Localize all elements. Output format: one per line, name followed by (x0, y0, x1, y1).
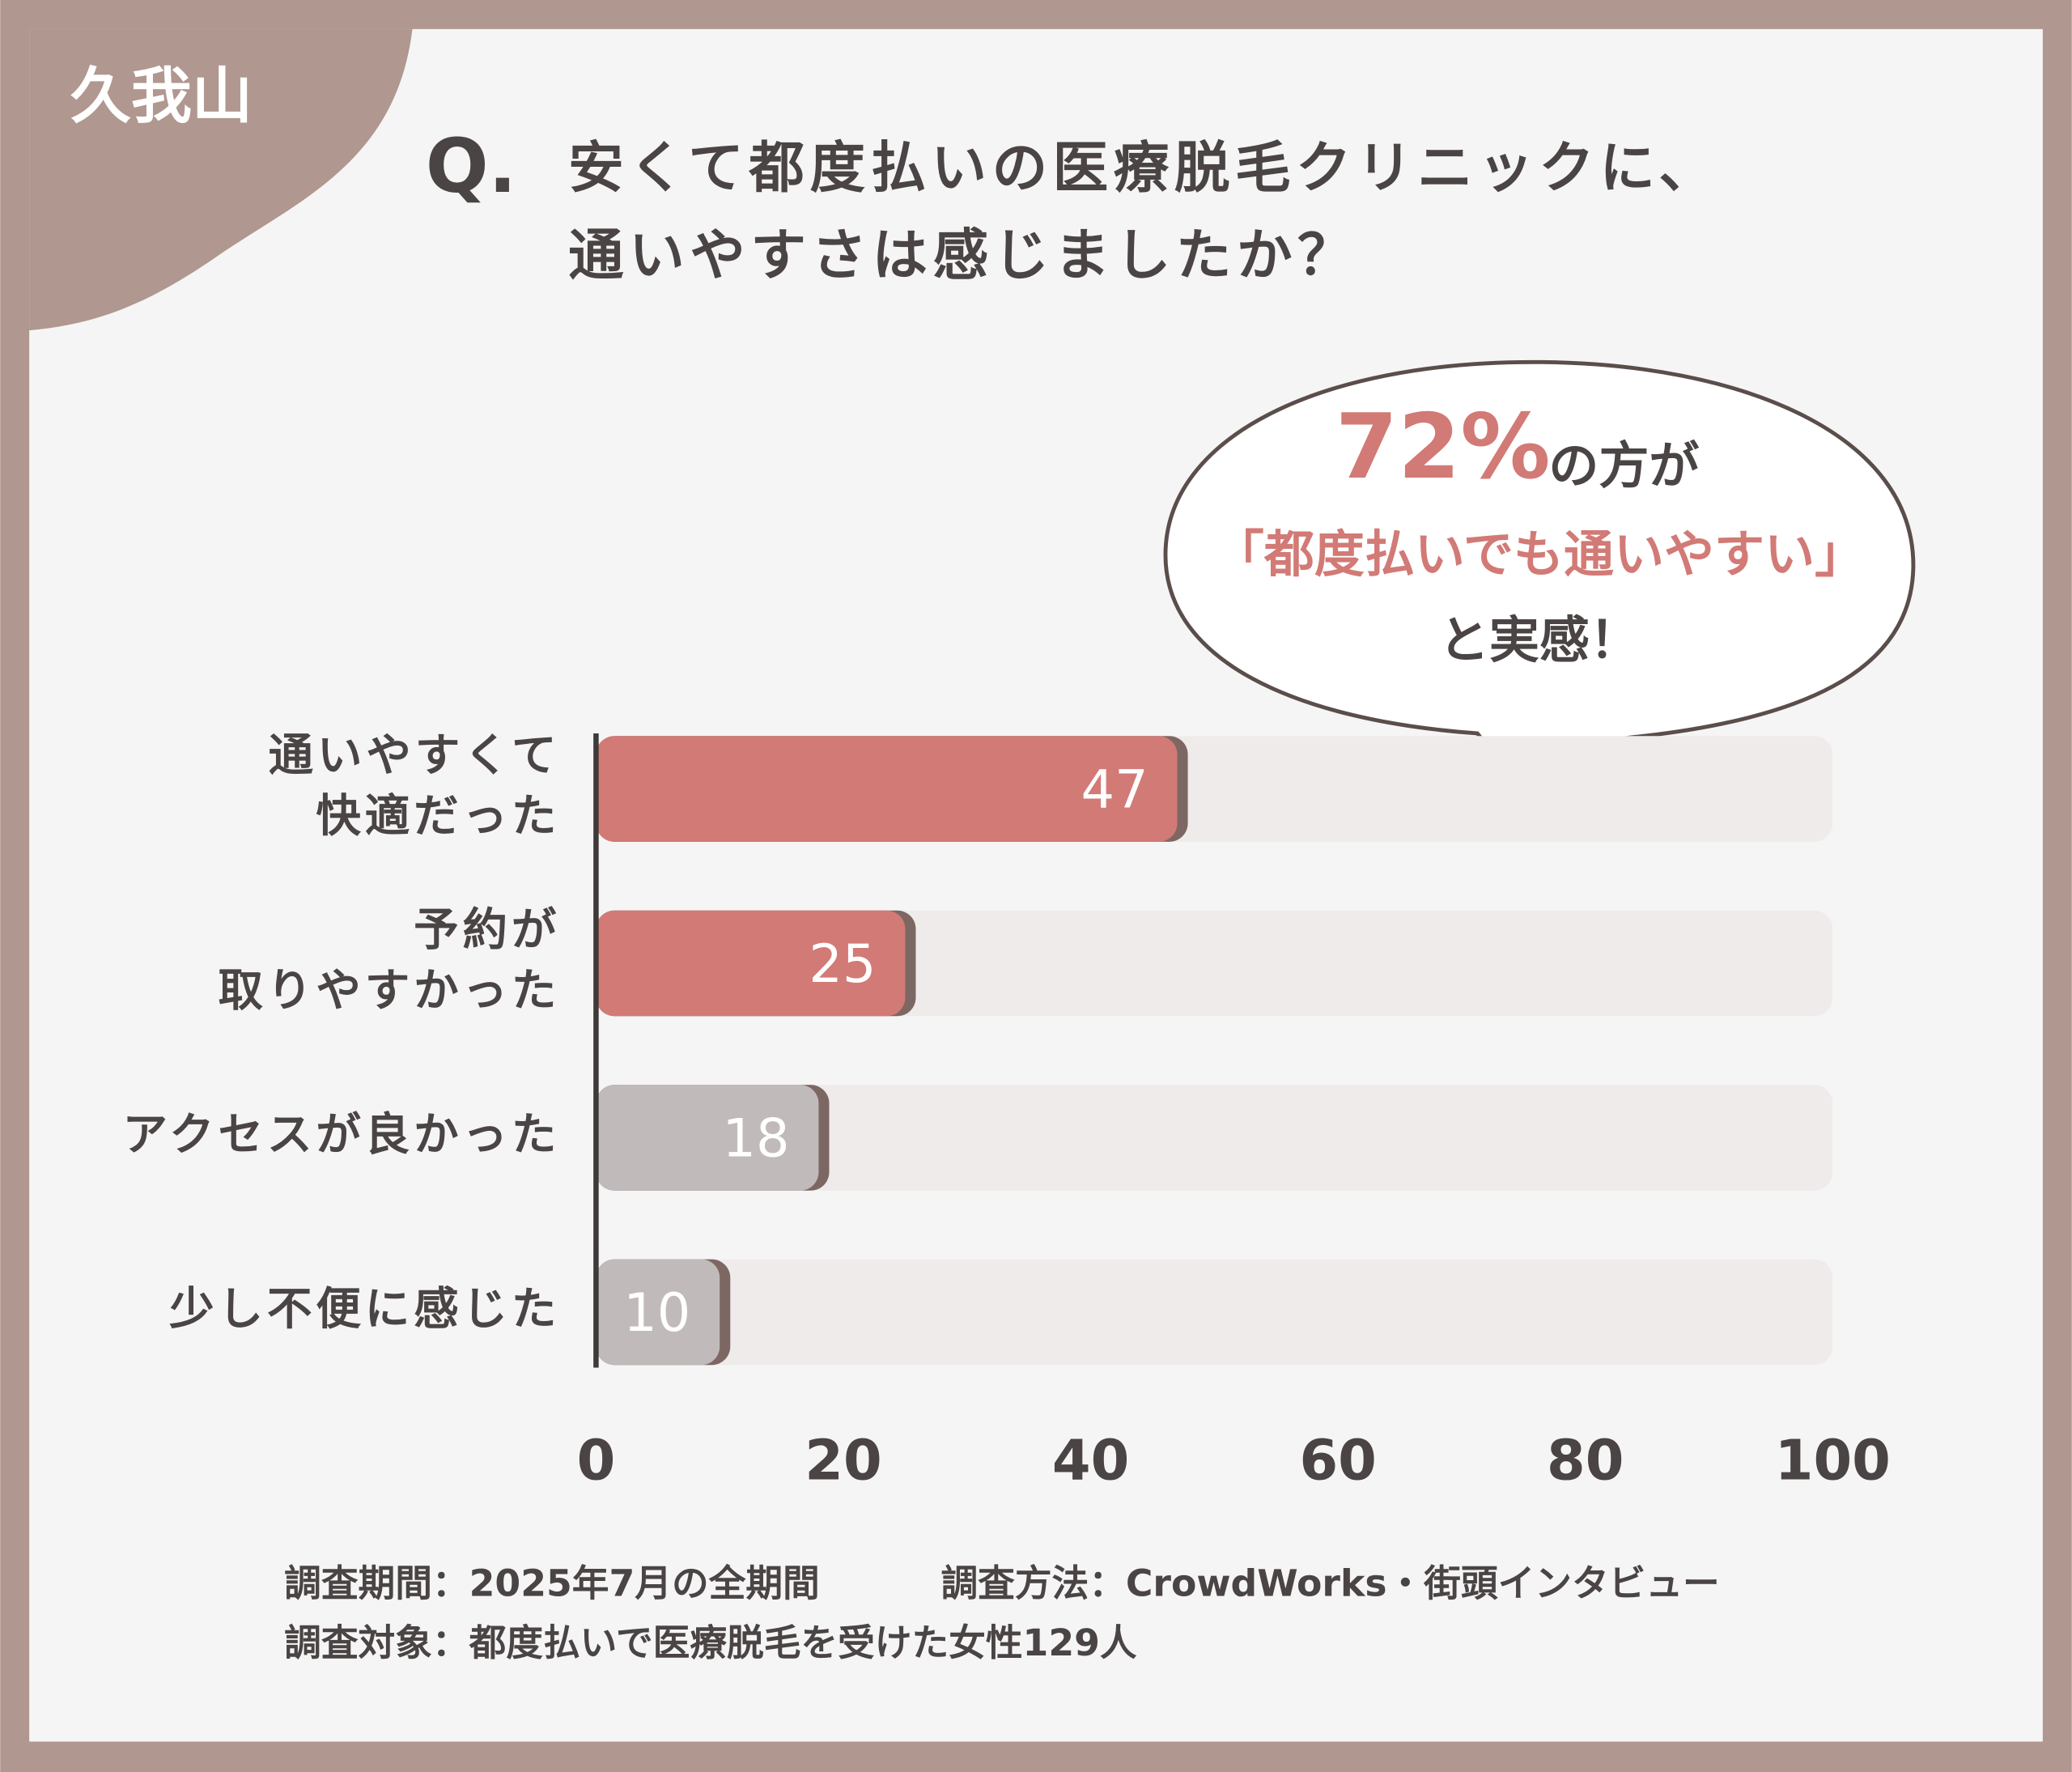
x-tick-label: 40 (1052, 1429, 1129, 1494)
brand-blob (29, 28, 413, 331)
x-tick-label: 80 (1547, 1429, 1624, 1494)
x-tick-label: 20 (805, 1429, 881, 1494)
annotation-quote: 「都度払いでも通いやすい」 (1214, 525, 1865, 584)
bar (596, 910, 906, 1017)
x-tick-label: 0 (577, 1429, 616, 1494)
value-label: 18 (722, 1107, 789, 1169)
y-tick-label: 取りやすかった (219, 965, 561, 1018)
y-tick-label: 予約が (414, 904, 560, 957)
brand: 久我山 (70, 61, 253, 132)
x-tick-label: 100 (1775, 1429, 1891, 1494)
title-prefix: Q. (426, 123, 516, 210)
bar-track (596, 1259, 1833, 1366)
y-tick-label: アクセスが良かった (123, 1109, 561, 1162)
bar (596, 1085, 819, 1191)
chart-title: 通いやすさは感じましたか？ (568, 223, 1358, 288)
bar (596, 736, 1178, 842)
y-tick-label: 快適だった (316, 790, 560, 843)
footnote: 調査期間：2025年7月の全期間 (284, 1562, 820, 1604)
y-tick-label: 通いやすくて (269, 729, 561, 782)
annotation-highlight: 72% (1335, 395, 1551, 499)
panel (29, 28, 2043, 1742)
footnote: 調査方法：CrowdWorks・街頭インタビュー (940, 1562, 1719, 1604)
footnote: 調査対象：都度払いで医療脱毛を受けた女性129人 (284, 1621, 1137, 1664)
bar-track (596, 1085, 1833, 1191)
value-label: 10 (623, 1282, 690, 1344)
bar (596, 1259, 720, 1366)
annotation-closing: と実感！ (1439, 610, 1640, 669)
chart-title: 安くて都度払いの医療脱毛クリニックに、 (568, 136, 1719, 201)
value-label: 25 (809, 933, 876, 995)
value-label: 47 (1081, 759, 1149, 820)
x-tick-label: 60 (1299, 1429, 1376, 1494)
annotation-text: の方が (1548, 436, 1699, 495)
y-tick-label: 少し不便に感じた (169, 1283, 560, 1336)
